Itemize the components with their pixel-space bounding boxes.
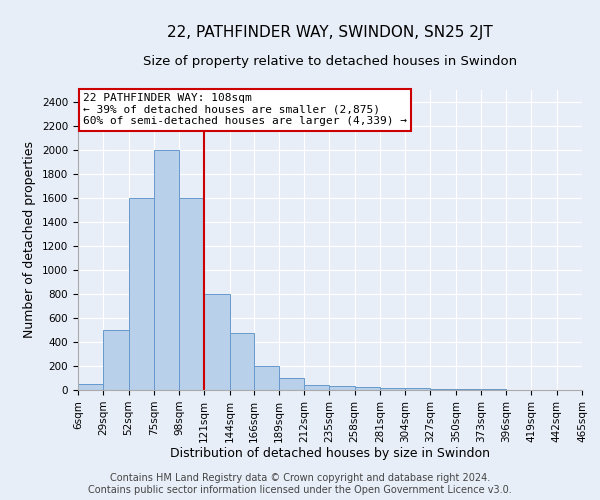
Bar <box>279 378 304 390</box>
Text: 22 PATHFINDER WAY: 108sqm
← 39% of detached houses are smaller (2,875)
60% of se: 22 PATHFINDER WAY: 108sqm ← 39% of detac… <box>83 93 407 126</box>
Bar <box>430 389 456 390</box>
Y-axis label: Number of detached properties: Number of detached properties <box>23 142 37 338</box>
Bar <box>380 388 405 390</box>
Bar <box>329 386 355 390</box>
Bar <box>254 366 279 390</box>
Bar <box>78 384 103 390</box>
Bar <box>179 198 204 390</box>
Bar <box>355 387 380 390</box>
Bar <box>405 388 430 390</box>
Text: Contains HM Land Registry data © Crown copyright and database right 2024.
Contai: Contains HM Land Registry data © Crown c… <box>88 474 512 495</box>
Bar <box>456 389 481 390</box>
Bar <box>204 294 230 390</box>
Bar <box>103 330 128 390</box>
X-axis label: Distribution of detached houses by size in Swindon: Distribution of detached houses by size … <box>170 448 490 460</box>
Bar <box>128 198 154 390</box>
Text: 22, PATHFINDER WAY, SWINDON, SN25 2JT: 22, PATHFINDER WAY, SWINDON, SN25 2JT <box>167 25 493 40</box>
Bar <box>154 150 179 390</box>
Text: Size of property relative to detached houses in Swindon: Size of property relative to detached ho… <box>143 55 517 68</box>
Bar <box>230 333 254 390</box>
Bar <box>304 385 329 390</box>
